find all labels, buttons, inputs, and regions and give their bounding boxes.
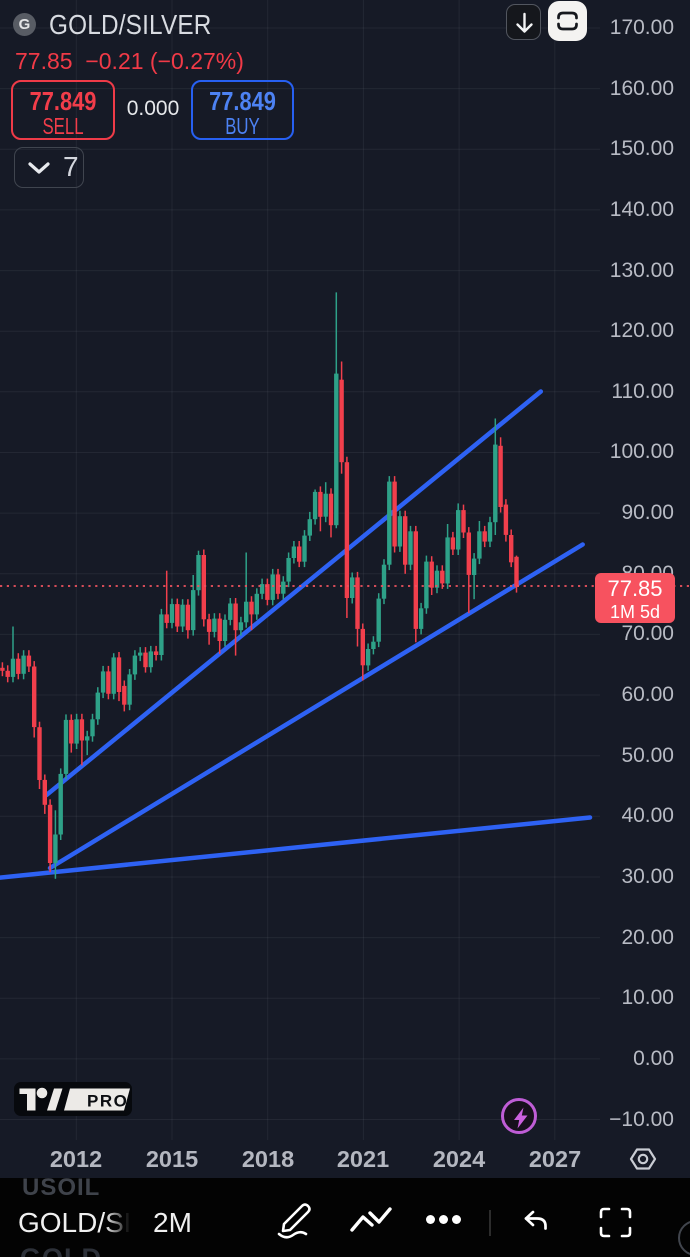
svg-text:PRO: PRO xyxy=(87,1092,128,1111)
